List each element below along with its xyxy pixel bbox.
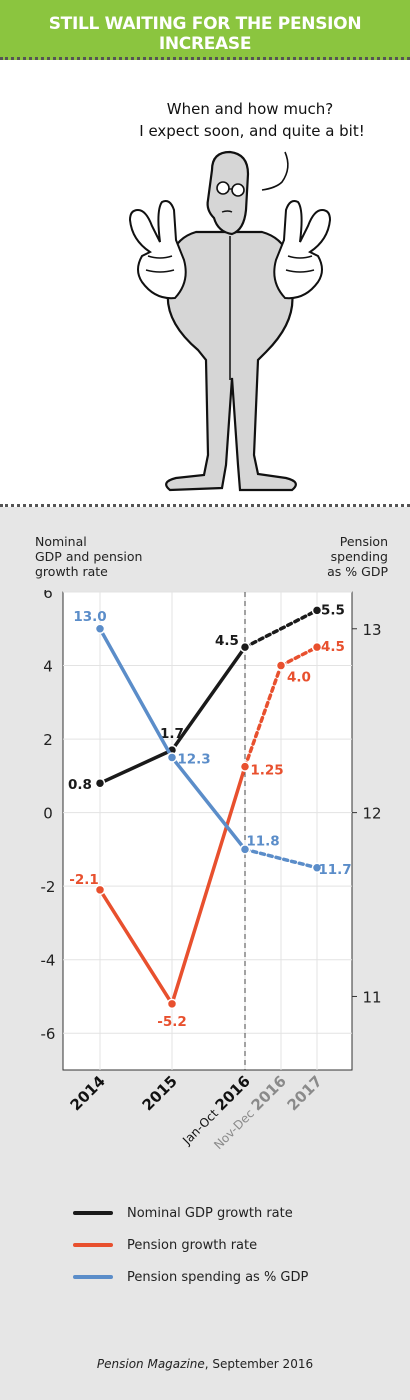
speech-line-1: When and how much? — [167, 100, 333, 118]
legend-label-pension: Pension growth rate — [127, 1237, 258, 1253]
data-point — [275, 660, 287, 671]
left-tick-label: -6 — [41, 1025, 56, 1043]
left-tick-label: -4 — [41, 952, 56, 970]
right-tick-label: 12 — [362, 805, 381, 823]
series-segment — [279, 645, 319, 668]
left-hand — [128, 200, 187, 300]
left-tick-label: 0 — [43, 805, 53, 823]
data-point — [239, 844, 251, 855]
line-chart: 6 4 2 0 -2 -4 -6 13 12 11 0.8 1.7 4.5 5.5 -2.1 -5.2 1.25… — [41, 590, 382, 1152]
right-axis-label: Pension spending as % GDP — [327, 534, 388, 579]
legend-label-spending: Pension spending as % GDP — [127, 1269, 309, 1285]
left-axis-label-line: growth rate — [35, 564, 108, 579]
series-segment — [170, 645, 247, 752]
source-credit: Pension Magazine, September 2016 — [0, 1357, 410, 1371]
series-segment — [170, 755, 247, 852]
cartoon-illustration: When and how much? I expect soon, and qu… — [128, 100, 365, 492]
left-axis-label-line: Nominal — [35, 534, 87, 549]
data-label: 1.7 — [160, 726, 184, 742]
figure-head — [206, 150, 250, 236]
speech-line-2: I expect soon, and quite a bit! — [139, 122, 365, 140]
right-tick-label: 13 — [362, 621, 381, 639]
right-axis-label-line: spending — [330, 549, 388, 564]
series-segment — [243, 608, 319, 649]
right-tick-label: 11 — [362, 988, 381, 1006]
cartoon-panel: When and how much? I expect soon, and qu… — [0, 60, 410, 505]
legend-swatch-pension — [73, 1243, 113, 1247]
data-label: -2.1 — [69, 872, 99, 888]
source-date: , September 2016 — [204, 1357, 314, 1371]
data-point — [166, 998, 178, 1010]
data-label: 5.5 — [321, 602, 345, 618]
page-title: STILL WAITING FOR THE PENSION INCREASE — [48, 14, 362, 54]
data-label: 12.3 — [177, 751, 210, 767]
data-point — [239, 641, 251, 653]
right-axis-label-line: as % GDP — [327, 564, 388, 579]
legend-label-gdp: Nominal GDP growth rate — [127, 1205, 293, 1221]
series-segment — [98, 888, 174, 1006]
legend-item-spending: Pension spending as % GDP — [73, 1266, 308, 1288]
data-label: 4.5 — [215, 633, 239, 649]
right-axis-label-line: Pension — [339, 534, 388, 549]
data-point — [311, 862, 323, 874]
data-point — [94, 884, 106, 896]
plot-area — [62, 591, 353, 1071]
data-label: 0.8 — [68, 777, 92, 793]
bottom-dotted-divider — [0, 504, 410, 507]
legend-item-gdp: Nominal GDP growth rate — [73, 1202, 293, 1224]
series-segment — [98, 627, 174, 760]
title-banner: STILL WAITING FOR THE PENSION INCREASE — [0, 0, 410, 60]
top-dotted-divider — [0, 57, 410, 60]
data-point — [166, 752, 178, 763]
source-name: Pension Magazine — [96, 1357, 205, 1371]
right-hand — [273, 200, 332, 300]
x-tick-label: 2014 — [67, 1072, 109, 1114]
data-label: 1.25 — [250, 763, 283, 779]
data-point — [311, 641, 323, 653]
speech-tail — [261, 151, 289, 191]
data-label: 13.0 — [73, 609, 106, 625]
left-tick-label: -2 — [41, 878, 56, 896]
data-point — [239, 761, 251, 772]
data-label: 4.0 — [287, 670, 311, 686]
data-label: -5.2 — [157, 1014, 187, 1030]
legend-swatch-spending — [73, 1275, 113, 1279]
legend-item-pension: Pension growth rate — [73, 1234, 257, 1256]
left-tick-label: 6 — [43, 590, 53, 602]
series-segment — [98, 748, 174, 785]
x-tick-label: 2017 — [284, 1072, 326, 1114]
left-axis-label: Nominal GDP and pension growth rate — [35, 534, 142, 579]
data-point — [94, 623, 106, 635]
x-tick-label: 2015 — [139, 1072, 181, 1114]
series-segment — [243, 847, 319, 870]
legend-swatch-gdp — [73, 1211, 113, 1215]
data-label: 4.5 — [321, 639, 345, 655]
data-label: 11.7 — [318, 862, 351, 878]
left-axis-label-line: GDP and pension — [35, 549, 143, 564]
series-segment — [170, 764, 247, 1006]
data-label: 11.8 — [246, 833, 279, 849]
left-tick-label: 2 — [43, 731, 53, 749]
left-tick-label: 4 — [43, 658, 53, 676]
data-point — [311, 605, 323, 616]
series-segment — [243, 663, 283, 769]
data-point — [94, 777, 106, 789]
